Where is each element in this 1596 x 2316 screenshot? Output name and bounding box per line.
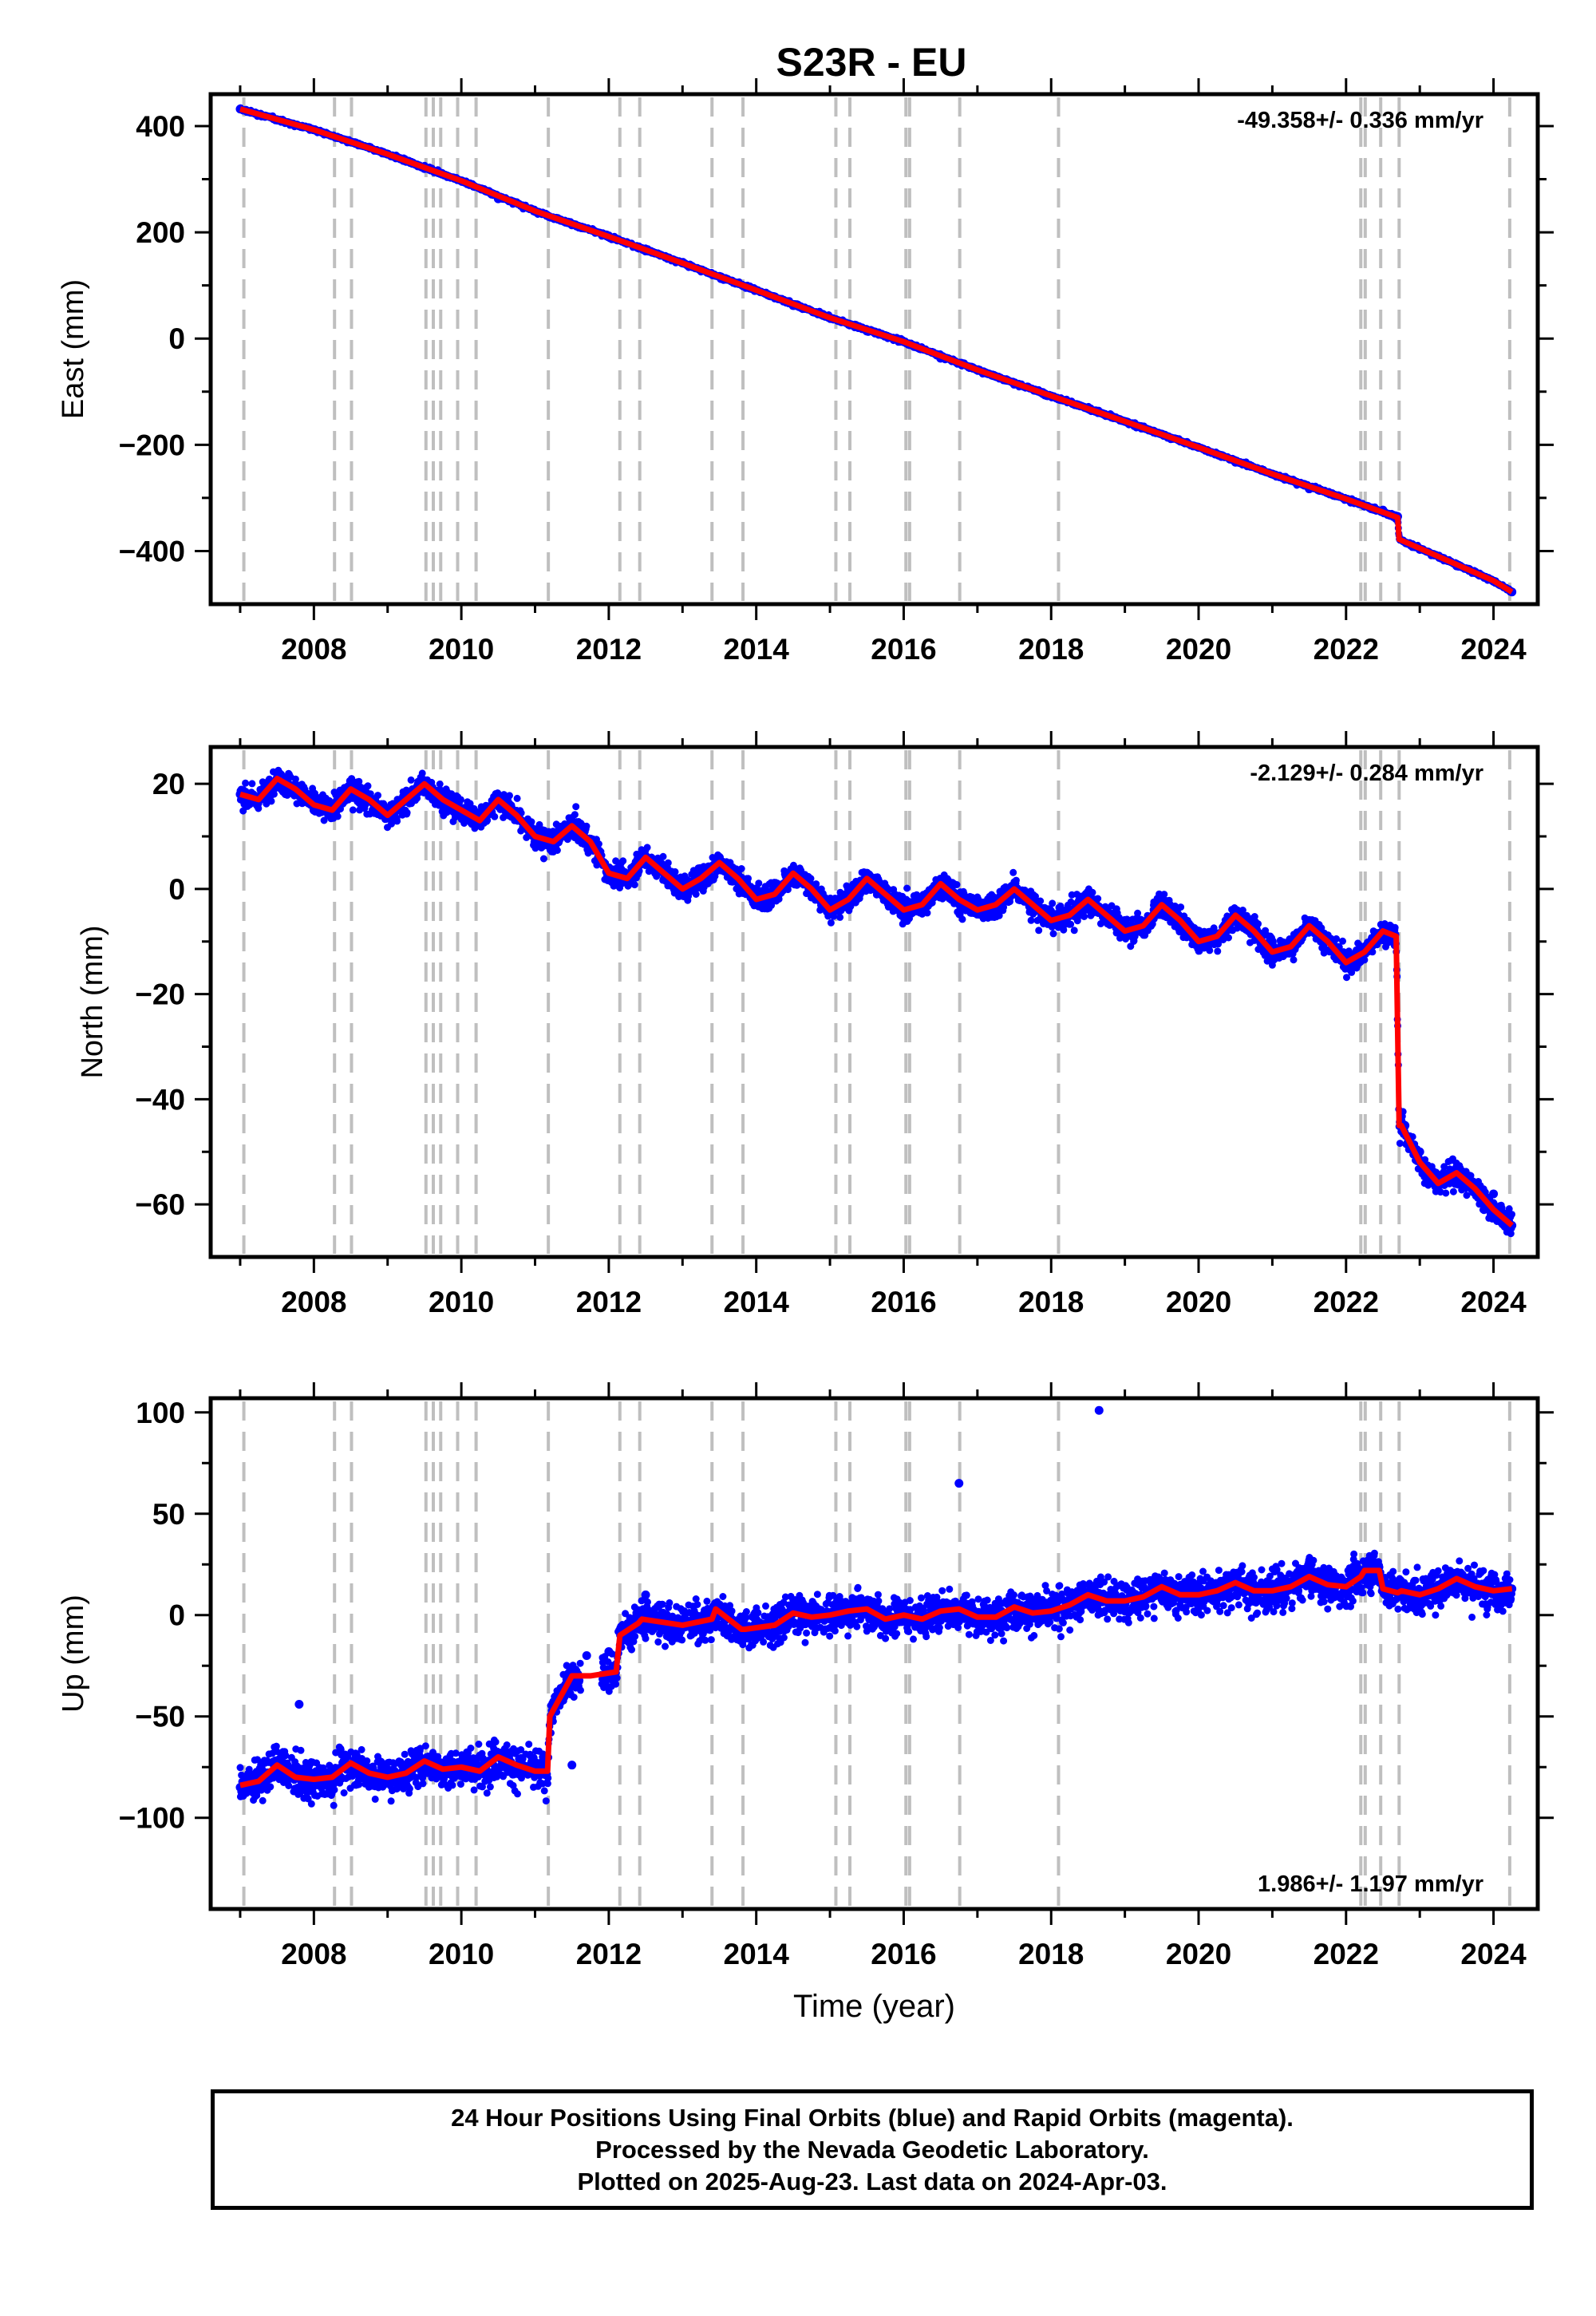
north-model-line (239, 776, 1514, 1228)
north-data-point (862, 868, 871, 878)
east-xtick-label: 2014 (724, 633, 790, 666)
east-frame (208, 92, 1540, 607)
north-data-point (1120, 915, 1130, 925)
up-xtick-label: 2020 (1166, 1938, 1231, 1970)
up-xtick-label: 2022 (1314, 1938, 1379, 1970)
up-xtick-label: 2018 (1018, 1938, 1084, 1970)
north-data-points (235, 766, 1517, 1238)
up-xtick-label: 2014 (724, 1938, 790, 1970)
up-model-line (239, 1567, 1513, 1788)
north-ytick-label: −20 (135, 978, 185, 1011)
up-data-point (1364, 1574, 1373, 1583)
north-xtick-label: 2014 (724, 1286, 790, 1318)
east-xtick-label: 2022 (1314, 633, 1379, 666)
up-data-point (641, 1590, 650, 1599)
caption-line-2: Processed by the Nevada Geodetic Laborat… (595, 2135, 1149, 2164)
panel-east: 2008 2010 2012 2014 2016 2018 2020 2022 2024 400 2… (57, 78, 1554, 666)
east-ytick-label: 400 (136, 110, 185, 143)
north-xtick-label: 2010 (429, 1286, 494, 1318)
north-data-point (825, 895, 835, 904)
east-model-line (239, 106, 1514, 595)
north-data-point (1231, 905, 1240, 915)
caption-line-1: 24 Hour Positions Using Final Orbits (bl… (451, 2103, 1294, 2132)
east-xtick-label: 2018 (1018, 633, 1084, 666)
north-data-point (1305, 915, 1314, 925)
up-data-point (1452, 1582, 1461, 1591)
north-data-point (752, 884, 761, 894)
caption-box: 24 Hour Positions Using Final Orbits (bl… (211, 2089, 1534, 2210)
up-point-cloud (236, 1549, 1515, 1809)
up-xtick-label: 2012 (576, 1938, 642, 1970)
north-data-point (1489, 1189, 1499, 1199)
up-data-point (604, 1646, 614, 1656)
north-point-cloud (236, 766, 1515, 1238)
east-xtick-label: 2016 (871, 633, 936, 666)
up-rate-annotation: 1.986+/- 1.197 mm/yr (1258, 1871, 1483, 1897)
north-xtick-label: 2022 (1314, 1286, 1379, 1318)
north-data-point (973, 895, 982, 904)
north-ytick-label: 20 (152, 768, 185, 800)
north-xtick-label: 2012 (576, 1286, 642, 1318)
up-data-point (294, 1699, 304, 1709)
up-data-point (567, 1761, 577, 1770)
north-ytick-label: −60 (135, 1188, 185, 1221)
north-ylabel: North (mm) (76, 925, 109, 1078)
north-data-point (714, 852, 724, 862)
up-ylabel: Up (mm) (57, 1595, 90, 1713)
up-data-point (1094, 1405, 1104, 1415)
caption-line-3: Plotted on 2025-Aug-23. Last data on 202… (577, 2167, 1167, 2195)
north-xtick-label: 2020 (1166, 1286, 1231, 1318)
north-ytick-label: −40 (135, 1083, 185, 1116)
north-data-point (1157, 895, 1167, 904)
up-xtick-label: 2016 (871, 1938, 936, 1970)
figure-title: S23R - EU (776, 40, 967, 85)
up-frame (208, 1396, 1540, 1911)
up-ytick-label: −50 (135, 1701, 185, 1733)
east-xtick-label: 2008 (281, 633, 346, 666)
up-ytick-label: 50 (152, 1498, 185, 1531)
north-xtick-label: 2008 (281, 1286, 346, 1318)
up-ytick-label: −100 (119, 1802, 185, 1835)
north-data-point (1194, 927, 1203, 936)
up-data-points (235, 1405, 1517, 1809)
north-xtick-label: 2024 (1460, 1286, 1527, 1318)
panel-north: 2008 2010 2012 2014 2016 2018 2020 2022 2024 20 0 −… (76, 731, 1554, 1318)
north-frame (208, 745, 1540, 1259)
north-data-point (1452, 1163, 1461, 1172)
up-ytick-label: 100 (136, 1397, 185, 1429)
east-ytick-label: 200 (136, 216, 185, 249)
east-ytick-label: −400 (119, 535, 185, 567)
up-data-point (899, 1616, 908, 1626)
east-data-points (235, 104, 1517, 597)
east-ytick-label: −200 (119, 429, 185, 461)
north-ytick-label: 0 (168, 873, 185, 906)
north-xtick-label: 2016 (871, 1286, 936, 1318)
up-xlabel: Time (year) (793, 1989, 955, 2024)
up-xtick-label: 2010 (429, 1938, 494, 1970)
north-xtick-label: 2018 (1018, 1286, 1084, 1318)
east-ylabel: East (mm) (57, 279, 90, 419)
east-ytick-label: 0 (168, 322, 185, 355)
up-xtick-label: 2024 (1460, 1938, 1527, 1970)
panel-up: 2008 2010 2012 2014 2016 2018 2020 2022 2024 100 5… (57, 1382, 1554, 2024)
up-data-point (788, 1600, 798, 1610)
up-data-point (582, 1651, 591, 1661)
east-xtick-label: 2010 (429, 633, 494, 666)
east-point-cloud (236, 104, 1515, 596)
east-xtick-label: 2012 (576, 633, 642, 666)
east-xtick-label: 2024 (1460, 633, 1527, 666)
east-xtick-label: 2020 (1166, 633, 1231, 666)
north-data-point (1083, 889, 1092, 899)
east-rate-annotation: -49.358+/- 0.336 mm/yr (1237, 108, 1483, 133)
north-rate-annotation: -2.129+/- 0.284 mm/yr (1250, 761, 1483, 786)
up-ytick-label: 0 (168, 1599, 185, 1632)
up-xtick-label: 2008 (281, 1938, 346, 1970)
up-data-point (954, 1479, 964, 1488)
north-data-point (1267, 937, 1277, 947)
